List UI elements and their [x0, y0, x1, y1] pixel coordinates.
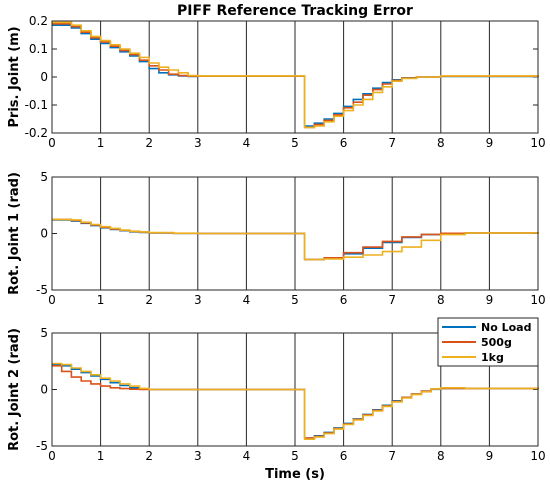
x-tick-label: 0 [48, 136, 56, 150]
axes-box [51, 20, 539, 134]
x-tick-label: 4 [243, 293, 251, 307]
x-tick-label: 8 [437, 449, 445, 463]
x-tick-label: 5 [291, 136, 299, 150]
x-tick-label: 7 [388, 449, 396, 463]
y-axis-label: Rot. Joint 2 (rad) [7, 328, 22, 451]
x-tick-label: 2 [145, 136, 153, 150]
x-tick-label: 4 [243, 136, 251, 150]
y-tick-label: -0.1 [25, 98, 48, 112]
x-tick-label: 0 [48, 449, 56, 463]
x-tick-label: 7 [388, 293, 396, 307]
x-tick-label: 3 [194, 293, 202, 307]
y-tick-label: -5 [36, 283, 48, 297]
x-tick-label: 1 [97, 293, 105, 307]
y-tick-label: 0.2 [29, 14, 48, 28]
series-line-1kg [52, 218, 539, 261]
legend-label: 500g [481, 336, 512, 349]
series-line-1kg [52, 362, 539, 440]
x-tick-label: 1 [97, 449, 105, 463]
legend-label: No Load [481, 321, 531, 334]
x-tick-label: 10 [530, 136, 545, 150]
x-tick-label: 5 [291, 449, 299, 463]
x-tick-label: 3 [194, 136, 202, 150]
y-tick-label: -0.2 [25, 126, 48, 140]
axes-box [51, 332, 539, 447]
y-tick-label: 0 [40, 227, 48, 241]
x-tick-label: 7 [388, 136, 396, 150]
y-tick-label: 5 [40, 170, 48, 184]
x-tick-label: 3 [194, 449, 202, 463]
x-tick-label: 6 [340, 136, 348, 150]
y-tick-label: 5 [40, 326, 48, 340]
x-tick-label: 2 [145, 293, 153, 307]
x-tick-label: 5 [291, 293, 299, 307]
x-tick-label: 6 [340, 449, 348, 463]
x-tick-label: 8 [437, 136, 445, 150]
axes-box [51, 176, 539, 291]
x-tick-label: 10 [530, 293, 545, 307]
y-axis-label: Pris. Joint (m) [7, 26, 22, 127]
y-axis-label: Rot. Joint 1 (rad) [7, 172, 22, 295]
x-tick-label: 6 [340, 293, 348, 307]
series-line-1kg [52, 21, 539, 129]
y-tick-label: 0.1 [29, 42, 48, 56]
x-tick-label: 9 [486, 293, 494, 307]
x-tick-label: 4 [243, 449, 251, 463]
x-tick-label: 9 [486, 136, 494, 150]
y-tick-label: 0 [40, 70, 48, 84]
chart-title: PIFF Reference Tracking Error [177, 3, 413, 19]
y-tick-label: 0 [40, 383, 48, 397]
legend: No Load 500g 1kg [437, 317, 539, 367]
x-tick-label: 8 [437, 293, 445, 307]
x-tick-label: 0 [48, 293, 56, 307]
x-tick-label: 2 [145, 449, 153, 463]
y-tick-label: -5 [36, 439, 48, 453]
x-axis-label: Time (s) [265, 467, 325, 482]
x-tick-label: 9 [486, 449, 494, 463]
x-tick-label: 10 [530, 449, 545, 463]
legend-label: 1kg [481, 351, 504, 364]
x-tick-label: 1 [97, 136, 105, 150]
